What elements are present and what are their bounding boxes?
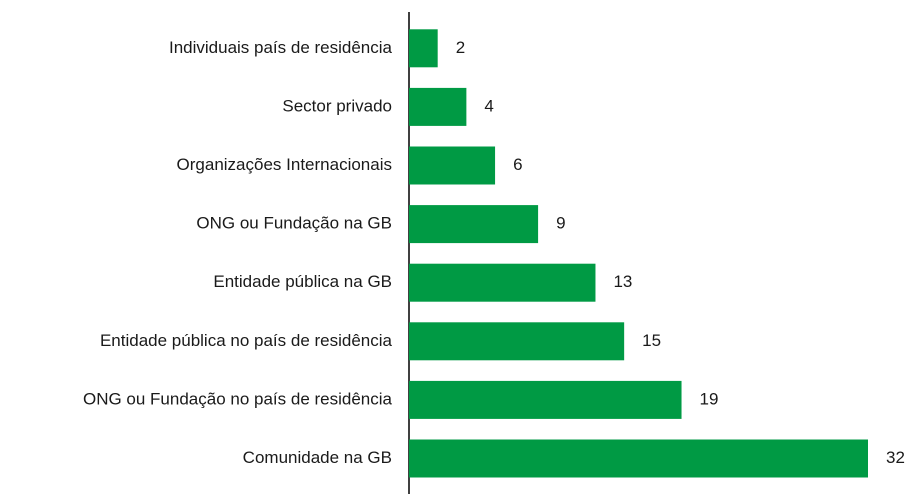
value-label: 2 [456, 38, 465, 57]
bar [409, 439, 868, 478]
bar [409, 322, 625, 361]
category-label: Comunidade na GB [243, 448, 392, 467]
category-label: Organizações Internacionais [177, 155, 392, 174]
category-label: Sector privado [282, 96, 392, 115]
value-label: 6 [513, 155, 522, 174]
bar [409, 29, 438, 68]
value-label: 15 [642, 331, 661, 350]
value-label: 9 [556, 214, 565, 233]
category-label: ONG ou Fundação na GB [196, 214, 392, 233]
bar [409, 380, 682, 419]
category-label: ONG ou Fundação no país de residência [83, 389, 393, 408]
bar [409, 263, 596, 302]
bar [409, 205, 539, 244]
category-label: Entidade pública no país de residência [100, 331, 393, 350]
category-label: Entidade pública na GB [213, 272, 392, 291]
bar [409, 146, 496, 185]
value-label: 4 [484, 96, 493, 115]
bar [409, 87, 467, 126]
value-label: 19 [700, 389, 719, 408]
value-label: 13 [613, 272, 632, 291]
category-label: Individuais país de residência [169, 38, 393, 57]
value-label: 32 [886, 448, 905, 467]
